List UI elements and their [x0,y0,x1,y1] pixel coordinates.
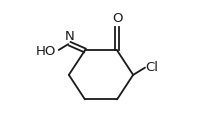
Text: Cl: Cl [146,61,159,74]
Text: N: N [65,30,75,43]
Text: HO: HO [36,44,56,57]
Text: O: O [112,12,122,25]
